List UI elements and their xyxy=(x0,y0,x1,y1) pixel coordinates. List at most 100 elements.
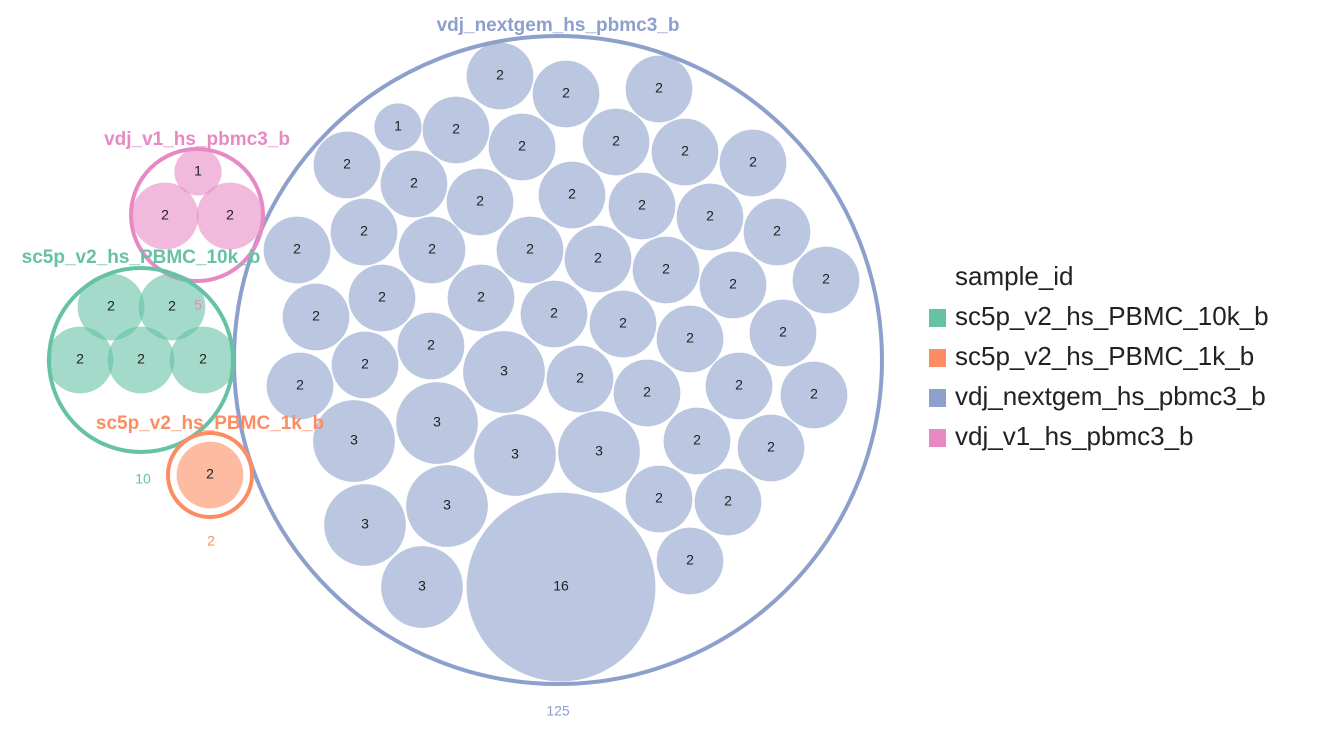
bubble-label: 2 xyxy=(518,138,526,154)
bubble xyxy=(625,465,693,533)
bubble xyxy=(632,236,700,304)
bubble-label: 2 xyxy=(526,241,534,257)
bubble xyxy=(625,55,693,123)
bubble-label: 2 xyxy=(296,377,304,393)
bubble-label: 2 xyxy=(638,197,646,213)
group-total: 125 xyxy=(546,703,570,719)
bubble-label: 2 xyxy=(477,289,485,305)
bubble xyxy=(463,331,545,413)
bubble xyxy=(174,148,222,196)
bubble xyxy=(422,96,490,164)
bubble-label: 2 xyxy=(76,351,84,367)
bubble xyxy=(406,465,488,547)
bubble xyxy=(466,492,656,682)
bubble xyxy=(719,129,787,197)
bubble xyxy=(282,283,350,351)
bubble xyxy=(46,326,114,394)
bubble-label: 2 xyxy=(562,85,570,101)
bubble-label: 2 xyxy=(576,370,584,386)
bubble xyxy=(196,182,264,250)
bubble xyxy=(380,150,448,218)
bubble xyxy=(138,273,206,341)
bubble-label: 2 xyxy=(662,261,670,277)
bubble xyxy=(608,172,676,240)
bubble xyxy=(520,280,588,348)
bubble-label: 2 xyxy=(161,207,169,223)
bubble xyxy=(324,484,406,566)
bubble-label: 2 xyxy=(706,208,714,224)
bubble xyxy=(532,60,600,128)
bubble xyxy=(589,290,657,358)
bubble-label: 2 xyxy=(822,271,830,287)
bubble-label: 3 xyxy=(418,578,426,594)
bubble-label: 2 xyxy=(137,351,145,367)
legend-label: vdj_v1_hs_pbmc3_b xyxy=(955,421,1194,451)
bubble-label: 2 xyxy=(693,432,701,448)
bubble-label: 3 xyxy=(443,497,451,513)
bubble-label: 2 xyxy=(619,315,627,331)
legend-title: sample_id xyxy=(955,261,1074,291)
bubble-label: 2 xyxy=(107,298,115,314)
bubble-label: 2 xyxy=(724,493,732,509)
bubble xyxy=(749,299,817,367)
bubble-label: 2 xyxy=(686,330,694,346)
bubble-label: 3 xyxy=(511,446,519,462)
bubble xyxy=(694,468,762,536)
bubble-label: 3 xyxy=(433,414,441,430)
bubble xyxy=(538,161,606,229)
bubble xyxy=(330,198,398,266)
bubble-label: 2 xyxy=(655,490,663,506)
group-title: sc5p_v2_hs_PBMC_1k_b xyxy=(96,413,324,434)
bubble-label: 2 xyxy=(594,250,602,266)
group-title: sc5p_v2_hs_PBMC_10k_b xyxy=(22,247,261,268)
bubble-label: 2 xyxy=(361,356,369,372)
bubble-label: 2 xyxy=(410,175,418,191)
bubble xyxy=(313,131,381,199)
bubble xyxy=(705,352,773,420)
bubble-label: 2 xyxy=(452,121,460,137)
bubble-label: 2 xyxy=(226,207,234,223)
bubble xyxy=(474,414,556,496)
bubble-label: 2 xyxy=(612,133,620,149)
bubble xyxy=(447,264,515,332)
bubble xyxy=(331,331,399,399)
bubble xyxy=(613,359,681,427)
bubble xyxy=(699,251,767,319)
bubble-label: 2 xyxy=(343,156,351,172)
bubble xyxy=(397,312,465,380)
bubble xyxy=(564,225,632,293)
group-circle xyxy=(129,147,265,283)
bubble xyxy=(381,546,463,628)
bubble-label: 2 xyxy=(749,154,757,170)
bubble xyxy=(656,305,724,373)
bubble xyxy=(313,400,395,482)
legend-label: vdj_nextgem_hs_pbmc3_b xyxy=(955,381,1266,411)
bubble-label: 2 xyxy=(199,351,207,367)
bubble xyxy=(663,407,731,475)
legend-label: sc5p_v2_hs_PBMC_10k_b xyxy=(955,301,1269,331)
group-title: vdj_nextgem_hs_pbmc3_b xyxy=(437,15,680,36)
bubble xyxy=(676,183,744,251)
bubble-label: 3 xyxy=(500,363,508,379)
bubble xyxy=(656,527,724,595)
bubble-label: 2 xyxy=(312,308,320,324)
bubble-label: 2 xyxy=(735,377,743,393)
bubble-label: 2 xyxy=(360,223,368,239)
bubble-label: 16 xyxy=(553,578,569,594)
bubble xyxy=(546,345,614,413)
group-circle xyxy=(47,266,235,454)
legend-swatch xyxy=(929,349,946,367)
bubble-label: 2 xyxy=(206,466,214,482)
legend-swatch xyxy=(929,429,946,447)
bubble-label: 2 xyxy=(496,67,504,83)
group-total: 2 xyxy=(207,533,215,549)
bubble-label: 2 xyxy=(378,289,386,305)
group-total: 10 xyxy=(135,471,151,487)
legend-swatch xyxy=(929,309,946,327)
bubble xyxy=(792,246,860,314)
legend-label: sc5p_v2_hs_PBMC_1k_b xyxy=(955,341,1254,371)
bubble-label: 2 xyxy=(779,324,787,340)
bubble xyxy=(107,326,175,394)
